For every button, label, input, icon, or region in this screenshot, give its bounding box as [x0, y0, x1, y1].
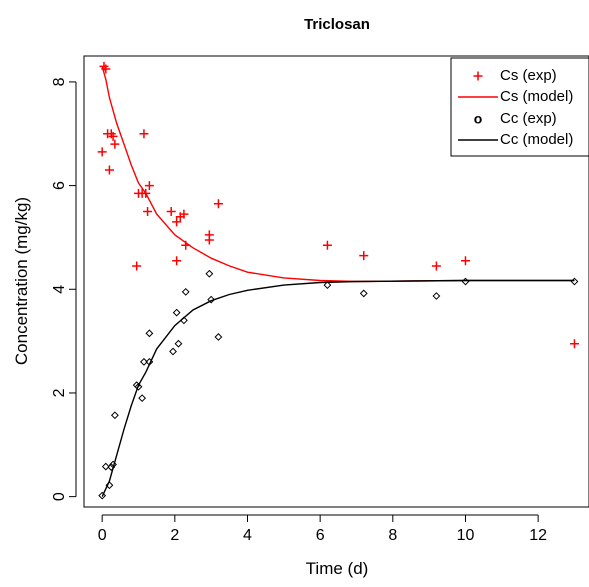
point-cs-exp: [143, 207, 153, 217]
x-tick-label: 0: [98, 527, 107, 544]
point-cs-exp: [166, 207, 176, 217]
y-tick-label: 0: [51, 492, 68, 501]
legend-label: Cs (exp): [500, 67, 557, 84]
x-axis-label: Time (d): [306, 559, 369, 578]
legend-label: Cc (model): [500, 131, 573, 148]
plot-frame: [83, 55, 589, 508]
point-cs-exp: [213, 199, 223, 209]
legend-label: Cc (exp): [500, 110, 557, 127]
legend-label: Cs (model): [500, 88, 573, 105]
legend-plus-symbol: [473, 71, 483, 81]
point-cc-exp: [134, 382, 143, 391]
point-cs-exp: [569, 339, 579, 349]
point-cc-exp: [145, 329, 154, 338]
x-tick-label: 8: [388, 527, 397, 544]
point-cs-exp: [110, 139, 120, 149]
point-cc-exp: [207, 295, 216, 304]
point-cc-exp: [98, 491, 107, 500]
point-cs-exp: [97, 147, 107, 157]
point-cc-exp: [174, 339, 183, 348]
point-cs-exp: [139, 129, 149, 139]
series-line-cc-model: [101, 279, 575, 497]
point-cc-exp: [172, 308, 181, 317]
legend: Cs (exp) Cs (model) o Cc (exp) Cc (model): [450, 57, 589, 157]
point-cc-exp: [323, 281, 332, 290]
legend-o-symbol: o: [474, 111, 483, 127]
point-cs-exp: [172, 217, 182, 227]
point-cs-exp: [431, 261, 441, 271]
x-tick-label: 6: [316, 527, 325, 544]
x-tick-label: 10: [457, 527, 475, 544]
point-cs-exp: [172, 256, 182, 266]
point-cc-exp: [181, 287, 190, 296]
x-tick-label: 12: [529, 527, 547, 544]
y-tick-label: 6: [51, 181, 68, 190]
y-tick-label: 2: [51, 388, 68, 397]
point-cc-exp: [432, 292, 441, 300]
point-cs-exp: [322, 240, 332, 250]
point-cc-exp: [205, 269, 214, 278]
x-tick-label: 2: [170, 527, 179, 544]
point-cc-exp: [214, 333, 223, 341]
point-cs-exp: [108, 131, 118, 141]
point-cc-exp: [140, 357, 148, 366]
point-cs-exp: [179, 209, 189, 219]
point-cc-exp: [101, 462, 110, 471]
y-tick-label: 8: [51, 77, 68, 86]
point-cs-exp: [144, 181, 154, 191]
point-cc-exp: [169, 347, 177, 356]
y-axis-label: Concentration (mg/kg): [12, 197, 31, 365]
point-cc-exp: [359, 289, 368, 298]
x-axis: 0 2 4 6 8 10 12: [98, 514, 547, 544]
point-cc-exp: [110, 411, 119, 420]
point-cs-exp: [359, 251, 369, 261]
series-layer: [97, 61, 579, 500]
y-axis: 0 2 4 6 8: [51, 77, 77, 501]
y-tick-label: 4: [51, 285, 68, 294]
x-tick-label: 4: [243, 527, 252, 544]
point-cs-exp: [104, 165, 114, 175]
point-cs-exp: [460, 256, 470, 266]
point-cs-exp: [204, 230, 214, 240]
point-cs-exp: [132, 261, 142, 271]
chart-title: Triclosan: [304, 16, 370, 33]
point-cc-exp: [138, 394, 147, 403]
